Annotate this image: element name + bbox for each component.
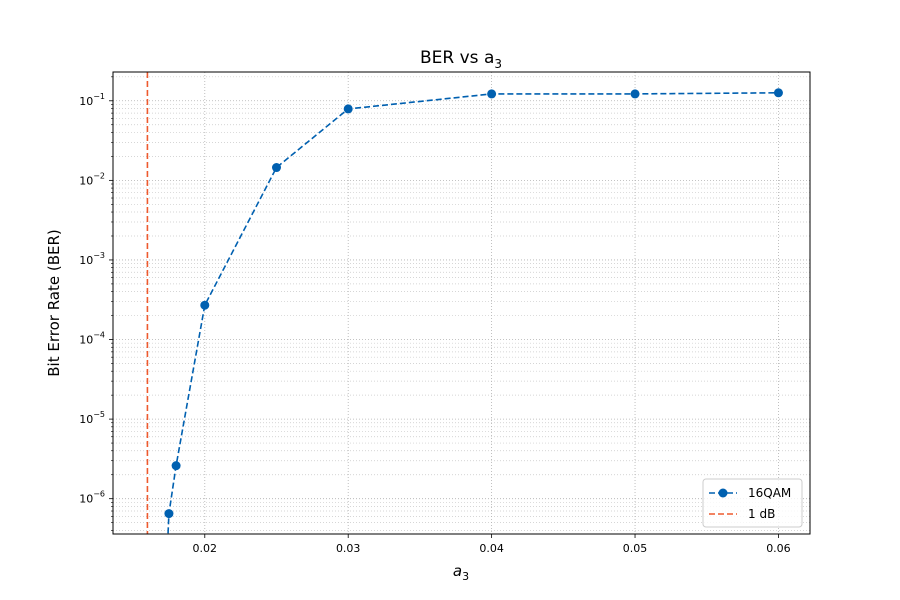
series-16qam-point [773, 88, 783, 98]
y-tick-label-exponent: −2 [93, 171, 105, 180]
series-layer [164, 88, 783, 534]
y-tick-label-exponent: −1 [93, 92, 105, 101]
series-16qam-point [271, 163, 281, 173]
x-tick-label: 0.06 [766, 542, 791, 555]
x-axis-label: a3 [453, 562, 469, 583]
y-tick-label: 10−1 [79, 92, 105, 108]
x-axis-label-subscript: 3 [462, 570, 469, 583]
legend-box [702, 478, 803, 528]
chart-title-subscript: 3 [494, 57, 502, 71]
x-tick-label: 0.04 [479, 542, 504, 555]
series-16qam-point [171, 461, 181, 471]
y-tick-label: 10−6 [79, 490, 105, 506]
plot-frame [112, 71, 811, 535]
y-tick-label-exponent: −3 [93, 251, 105, 260]
y-tick-label-base: 10 [79, 413, 93, 426]
legend-16qam-marker [718, 488, 728, 498]
major-gridlines [113, 72, 810, 534]
x-tick-label: 0.05 [623, 542, 648, 555]
chart-title-text: BER vs a [420, 48, 494, 68]
y-tick-label-exponent: −6 [93, 490, 105, 499]
series-16qam-point [343, 104, 353, 114]
x-tick-label: 0.02 [193, 542, 218, 555]
series-16qam-point [200, 300, 210, 310]
y-tick-label-exponent: −5 [93, 410, 105, 419]
y-tick-label: 10−4 [79, 331, 105, 347]
y-tick-label: 10−5 [79, 410, 105, 426]
y-tick-label-base: 10 [79, 174, 93, 187]
legend-16qam-label: 16QAM [748, 486, 791, 500]
y-tick-label-base: 10 [79, 254, 93, 267]
y-tick-label-base: 10 [79, 493, 93, 506]
x-tick-label: 0.03 [336, 542, 361, 555]
minor-gridlines [113, 76, 810, 531]
x-axis-ticks: 0.02 0.03 0.04 0.05 0.06 [193, 534, 791, 555]
y-axis-label: Bit Error Rate (BER) [45, 229, 63, 377]
x-axis-label-text: a [453, 562, 462, 580]
series-16qam-point [630, 89, 640, 99]
y-tick-label: 10−3 [79, 251, 105, 267]
y-tick-label-base: 10 [79, 95, 93, 108]
y-tick-label: 10−2 [79, 171, 105, 187]
legend: 16QAM 1 dB [702, 478, 803, 528]
series-16qam-point [487, 89, 497, 99]
y-tick-label-exponent: −4 [93, 331, 105, 340]
y-axis-ticks: 10−610−510−410−310−210−1 [79, 76, 113, 531]
chart-title: BER vs a3 [420, 48, 502, 71]
y-tick-label-base: 10 [79, 334, 93, 347]
series-16qam-point [164, 509, 174, 519]
legend-1db-label: 1 dB [748, 507, 775, 521]
